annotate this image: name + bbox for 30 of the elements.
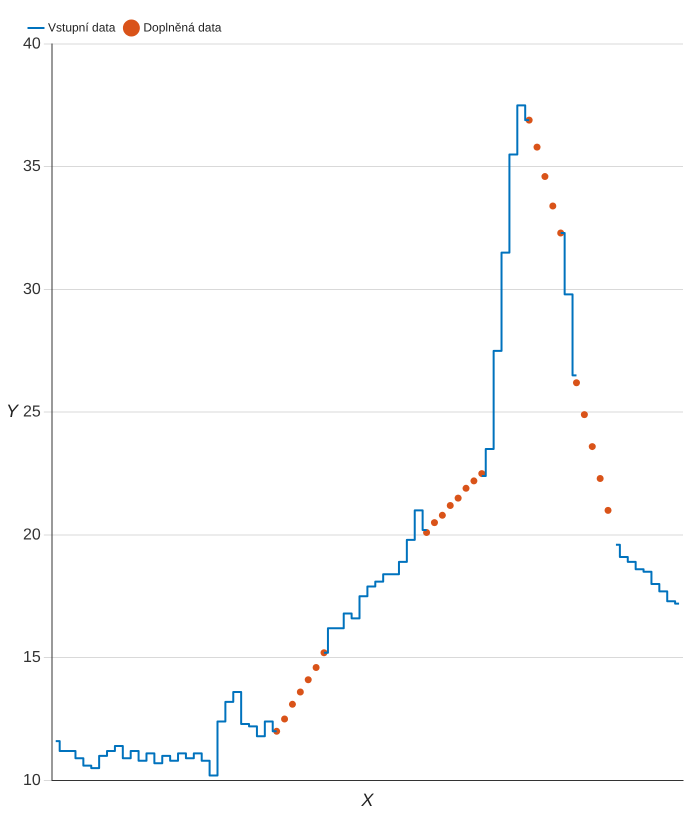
y-tick-label: 20 [23, 526, 41, 544]
point [446, 502, 454, 509]
point [580, 411, 588, 418]
y-tick-label: 25 [23, 404, 41, 421]
point [288, 700, 296, 708]
point [588, 443, 596, 450]
y-tick-label: 35 [23, 158, 41, 176]
point [549, 202, 556, 210]
y-tick-label: 30 [23, 280, 41, 298]
legend-label: Doplněná data [143, 20, 222, 34]
point [430, 519, 438, 526]
y-tick-label: 10 [23, 772, 41, 789]
y-tick-label: 15 [23, 649, 41, 666]
point [462, 484, 470, 492]
point [541, 173, 548, 180]
point [312, 664, 320, 671]
y-tick-label: 40 [23, 35, 41, 52]
point [596, 474, 604, 482]
point [454, 494, 462, 502]
point [438, 512, 446, 519]
point [281, 716, 288, 723]
point [304, 676, 312, 684]
legend-label: Vstupní data [48, 20, 116, 34]
x-axis-title: X [360, 790, 374, 810]
point [534, 144, 541, 151]
y-axis-title: Y [6, 401, 20, 422]
point [572, 379, 580, 386]
point [470, 477, 478, 484]
point [296, 688, 304, 696]
point [604, 506, 612, 514]
